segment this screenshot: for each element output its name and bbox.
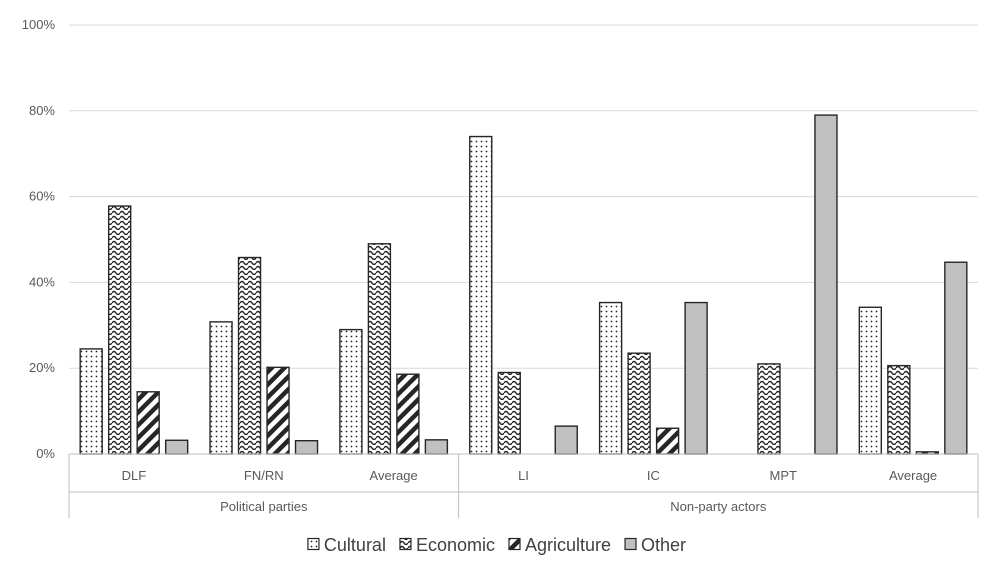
x-category-label: LI [518,468,529,483]
x-category-label: Average [370,468,418,483]
legend-label-economic: Economic [416,535,495,555]
bar-other [554,425,578,455]
x-category-label: IC [647,468,660,483]
x-axis: DLF FN/RN Average LI IC MPT Average Political p… [68,453,979,518]
bar-economic [107,205,132,455]
bar-cultural [858,306,883,455]
legend-label-cultural: Cultural [324,535,386,555]
bar-cultural [209,321,233,455]
bar-economic [237,256,262,455]
x-category-label: FN/RN [244,468,284,483]
bar-other [814,114,838,455]
bar-economic [497,371,521,455]
bar-cultural [339,328,363,455]
y-tick-label: 20% [29,360,55,375]
y-tick-label: 0% [36,446,55,461]
bar-other [294,440,319,455]
y-tick-label: 60% [29,189,55,204]
bar-agriculture [396,373,420,455]
y-tick-label: 100% [22,17,56,32]
bar-agriculture [266,366,290,455]
bar-other [424,439,449,455]
legend: Cultural Economic Agriculture Other [307,535,686,555]
bar-other [684,301,708,455]
bar-agriculture [655,427,680,455]
bar-other [944,261,968,455]
y-axis-ticks: 0% 20% 40% 60% 80% 100% [22,17,56,461]
bar-cultural [79,348,103,455]
legend-swatch-economic [399,537,412,551]
grid-lines [69,24,978,369]
bar-other [164,439,189,455]
x-category-label: MPT [769,468,797,483]
x-group-label: Political parties [220,499,308,514]
bar-economic [627,352,651,455]
bars [79,114,968,455]
legend-swatch-cultural [307,537,320,551]
bar-cultural [469,135,493,455]
legend-label-agriculture: Agriculture [525,535,611,555]
y-tick-label: 40% [29,274,55,289]
x-group-label: Non-party actors [670,499,767,514]
x-category-label: Average [889,468,937,483]
bar-cultural [598,301,623,455]
legend-swatch-agriculture [508,537,521,551]
x-category-label: DLF [122,468,147,483]
legend-swatch-other [624,537,637,551]
bar-economic [757,363,781,455]
legend-label-other: Other [641,535,686,555]
bar-economic [367,243,392,455]
bar-economic [887,364,911,455]
y-tick-label: 80% [29,103,55,118]
bar-agriculture [136,391,160,455]
